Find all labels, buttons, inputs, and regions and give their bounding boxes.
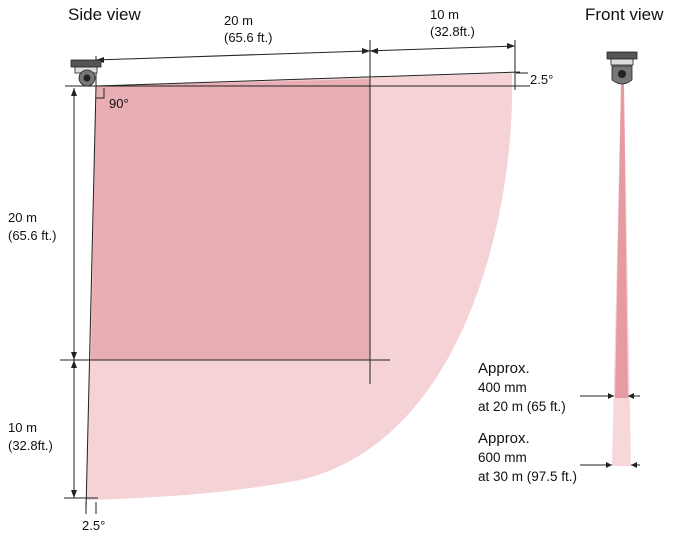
left-far-distance-ft: (32.8ft.) bbox=[8, 438, 53, 453]
angle-corner-label: 90° bbox=[109, 96, 129, 111]
dimension-lines bbox=[60, 40, 530, 514]
far-note-line2: 600 mm bbox=[478, 450, 527, 465]
top-far-distance-m: 10 m bbox=[430, 7, 459, 22]
left-far-distance-m: 10 m bbox=[8, 420, 37, 435]
front-view-title: Front view bbox=[585, 5, 664, 24]
top-far-distance-ft: (32.8ft.) bbox=[430, 24, 475, 39]
angle-bottom-label: 2.5° bbox=[82, 518, 105, 533]
arrowheads bbox=[71, 43, 515, 498]
far-note-line3: at 30 m (97.5 ft.) bbox=[478, 469, 577, 484]
left-near-distance-ft: (65.6 ft.) bbox=[8, 228, 56, 243]
side-view-title: Side view bbox=[68, 5, 141, 24]
near-note-line3: at 20 m (65 ft.) bbox=[478, 399, 566, 414]
front-measure-lines bbox=[580, 393, 640, 468]
top-near-distance-m: 20 m bbox=[224, 13, 253, 28]
angle-top-label: 2.5° bbox=[530, 72, 553, 87]
left-near-distance-m: 20 m bbox=[8, 210, 37, 225]
top-near-distance-ft: (65.6 ft.) bbox=[224, 30, 272, 45]
side-camera-icon bbox=[70, 59, 102, 87]
front-beam-near bbox=[615, 84, 628, 398]
far-note-line1: Approx. bbox=[478, 430, 530, 447]
front-camera-icon bbox=[606, 51, 638, 85]
near-detection-zone bbox=[91, 79, 370, 360]
near-note-line2: 400 mm bbox=[478, 380, 527, 395]
near-note-line1: Approx. bbox=[478, 360, 530, 377]
